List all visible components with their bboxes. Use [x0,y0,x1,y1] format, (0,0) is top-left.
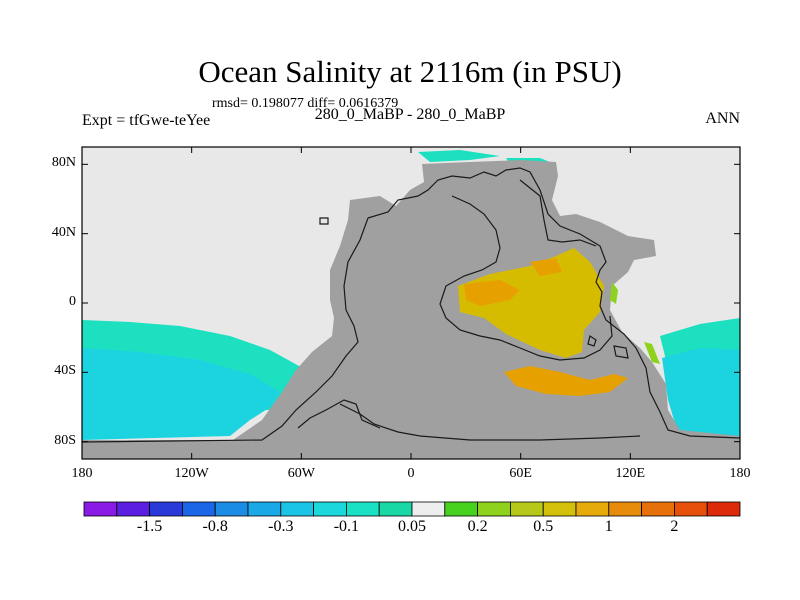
coastal-green-anomaly [610,282,660,364]
comparison-label: 280_0_MaBP - 280_0_MaBP [314,106,506,123]
colorbar-box [345,501,380,517]
coastlines [81,167,741,443]
colorbar-box [509,501,544,517]
colorbar-box [313,501,347,517]
colorbar-box [247,501,282,517]
colorbar-box [378,501,413,517]
colorbar-label: 1 [604,518,613,535]
colorbar-label: 0.05 [398,518,426,535]
colorbar-box [83,501,118,517]
stats-subtitle: rmsd= 0.198077 diff= 0.0616379 [212,96,399,111]
colorbar-box [411,501,446,517]
colorbar-box [674,501,708,517]
lat-tick-label: 40N [51,224,76,240]
lat-tick-label: 80S [54,432,76,448]
lat-tick-label: 80N [51,155,76,171]
colorbar-box [149,501,183,517]
colorbar-label: -0.1 [333,518,360,535]
colorbar-label: 0.2 [467,518,488,535]
indian-ocean-positive-anomaly [458,248,604,358]
lon-tick-label: 60W [287,466,315,481]
colorbar-box [444,501,478,517]
lat-tick-label: 0 [69,294,76,309]
colorbar [83,501,741,517]
colorbar-box [214,501,249,517]
colorbar-box [477,501,511,517]
lat-tick-label: 40S [54,363,76,379]
land-south-shelf [82,440,740,459]
colorbar-box [181,501,216,517]
lon-tick-label: 0 [407,466,415,481]
indian-ocean-patch [464,258,562,306]
colorbar-box [542,501,577,517]
colorbar-label: 0.5 [533,518,554,535]
lon-tick-label: 60E [509,466,532,481]
experiment-label: Expt = tfGwe-teYee [82,112,211,129]
southern-indian-orange-band [504,366,628,396]
colorbar-box [116,501,151,517]
lon-tick-label: 120E [615,466,646,481]
lon-tick-label: 180 [729,466,751,481]
colorbar-label: 2 [670,518,679,535]
pacific-south-deep-cyan [662,348,740,440]
colorbar-label: -0.8 [202,518,228,535]
lon-tick-label: 180 [71,466,93,481]
colorbar-label: -0.3 [268,518,294,535]
season-label: ANN [705,110,740,127]
land-mass [82,160,740,446]
colorbar-box [280,501,314,517]
colorbar-box [641,501,675,517]
lon-tick-label: 120W [174,466,209,481]
colorbar-box [608,501,642,517]
colorbar-box [706,501,741,517]
colorbar-label: -1.5 [136,518,163,535]
pacific-south-deep-cyan [82,348,280,440]
colorbar-box [575,501,610,517]
plot-title: Ocean Salinity at 2116m (in PSU) [198,54,622,89]
